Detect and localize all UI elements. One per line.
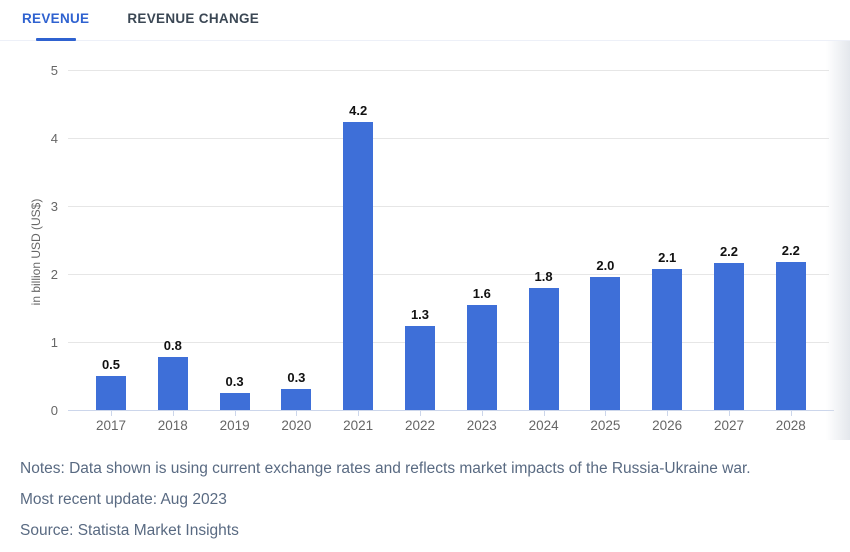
y-tick-label: 5: [50, 62, 58, 78]
active-tab-underline: [35, 38, 76, 41]
bar[interactable]: [775, 261, 806, 410]
y-tick-label: 2: [50, 266, 58, 282]
x-tick-label: 2021: [343, 418, 374, 433]
tab-revenue-change[interactable]: REVENUE CHANGE: [127, 11, 259, 40]
tab-revenue[interactable]: REVENUE: [22, 11, 90, 41]
x-axis-tick: [667, 410, 669, 416]
bar-value-label: 1.6: [472, 285, 491, 301]
bar[interactable]: [590, 277, 621, 410]
bar-value-label: 2.2: [719, 244, 739, 260]
x-tick-label: 2020: [281, 418, 312, 433]
bar-value-label: 2.2: [781, 242, 800, 258]
bar[interactable]: [219, 393, 250, 410]
x-axis-tick: [358, 410, 360, 416]
y-tick-label: 4: [50, 130, 58, 146]
bar[interactable]: [528, 288, 559, 410]
bar-value-label: 0.3: [225, 374, 244, 389]
bar-value-label: 0.3: [287, 369, 306, 385]
bar[interactable]: [466, 304, 497, 410]
gridline: [68, 206, 829, 207]
bar-value-label: 1.8: [534, 269, 553, 285]
bar[interactable]: [405, 326, 435, 410]
update-text: Most recent update: Aug 2023: [20, 491, 227, 508]
x-axis-tick: [543, 410, 545, 416]
y-tick-label: 3: [50, 198, 58, 214]
tab-revenue-change-label: REVENUE CHANGE: [127, 11, 260, 26]
x-tick-label: 2028: [775, 418, 806, 433]
x-axis-tick: [296, 410, 298, 416]
chart-footer: Notes: Data shown is using current excha…: [0, 440, 850, 539]
notes-text: Notes: Data shown is using current excha…: [20, 460, 751, 477]
x-tick-label: 2019: [219, 418, 250, 433]
bar[interactable]: [96, 376, 126, 410]
bar-chart: in billion USD (US$) 0 1 2 3 4 5 2017 0.5 2018 0.…: [0, 41, 850, 440]
tab-bar: REVENUE REVENUE CHANGE: [0, 0, 850, 41]
x-axis-tick: [605, 410, 607, 416]
x-axis-tick: [790, 410, 792, 416]
x-tick-label: 2025: [590, 418, 621, 433]
bar-value-label: 0.8: [163, 337, 182, 353]
x-axis-tick: [420, 410, 421, 416]
bar[interactable]: [343, 121, 374, 410]
x-axis-line: [68, 410, 834, 411]
bar[interactable]: [714, 263, 744, 410]
bar-value-label: 2.1: [658, 250, 677, 266]
y-tick-label: 1: [50, 334, 58, 350]
bar-value-label: 1.3: [410, 307, 430, 323]
gridline: [68, 274, 829, 275]
gridline: [68, 70, 829, 71]
x-tick-label: 2023: [466, 418, 497, 433]
y-axis-title: in billion USD (US$): [29, 198, 43, 306]
x-tick-label: 2026: [652, 418, 683, 433]
x-tick-label: 2024: [528, 418, 559, 433]
source-text: Source: Statista Market Insights: [20, 522, 239, 539]
bar[interactable]: [652, 269, 683, 410]
x-tick-label: 2022: [404, 418, 436, 433]
gridline: [68, 342, 829, 343]
bar-value-label: 2.0: [596, 258, 615, 274]
x-axis-tick: [111, 410, 112, 416]
x-axis-tick: [172, 410, 174, 416]
x-axis-tick: [481, 410, 483, 416]
x-tick-label: 2018: [157, 418, 188, 433]
x-axis-tick: [234, 410, 236, 416]
bar-value-label: 4.2: [349, 102, 368, 118]
x-axis-tick: [729, 410, 730, 416]
bar[interactable]: [157, 356, 188, 410]
bar[interactable]: [281, 388, 312, 410]
right-edge-fade: [826, 41, 850, 440]
x-tick-label: 2027: [713, 418, 745, 433]
bar-value-label: 0.5: [101, 357, 121, 372]
x-tick-label: 2017: [95, 418, 127, 433]
tab-revenue-label: REVENUE: [22, 11, 90, 26]
gridline: [68, 138, 829, 139]
y-tick-label: 0: [50, 402, 58, 418]
